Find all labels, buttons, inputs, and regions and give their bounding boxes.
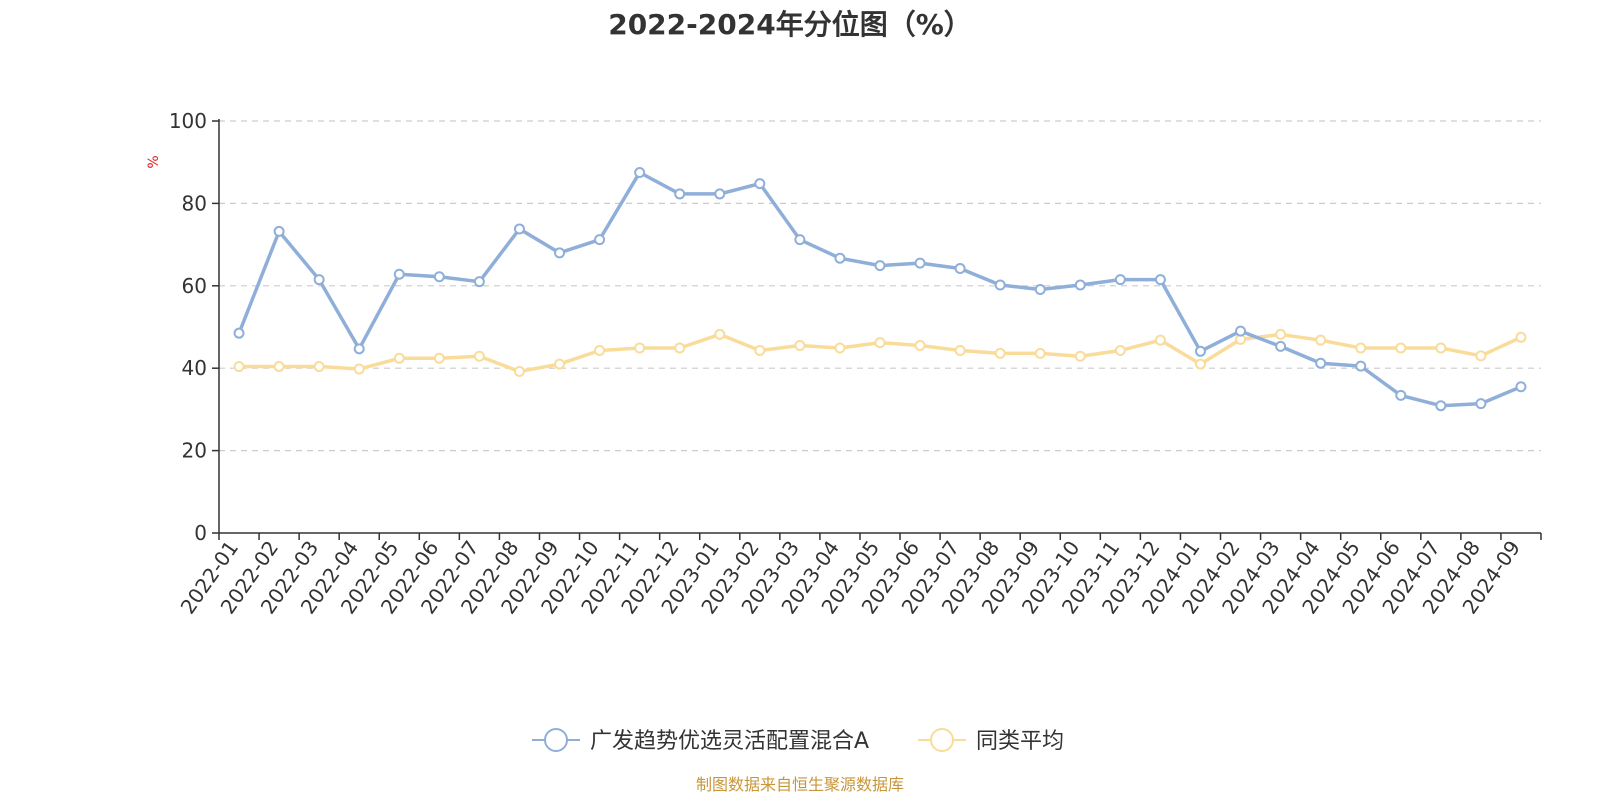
data-point[interactable] (714, 328, 726, 340)
data-point[interactable] (994, 347, 1006, 359)
grid-lines (219, 120, 1541, 452)
data-point[interactable] (1194, 358, 1206, 370)
y-tick-label: 60 (182, 274, 207, 298)
data-point[interactable] (513, 365, 525, 377)
data-point[interactable] (794, 234, 806, 246)
series-peer-average (233, 328, 1527, 377)
data-point[interactable] (834, 252, 846, 264)
data-point[interactable] (874, 260, 886, 272)
data-point[interactable] (594, 234, 606, 246)
data-point[interactable] (914, 257, 926, 269)
data-point[interactable] (273, 225, 285, 237)
data-point[interactable] (1475, 398, 1487, 410)
data-point[interactable] (994, 279, 1006, 291)
data-point[interactable] (874, 337, 886, 349)
data-point[interactable] (1235, 325, 1247, 337)
series-fund (233, 167, 1527, 412)
data-point[interactable] (634, 167, 646, 178)
data-point[interactable] (794, 340, 806, 352)
data-point[interactable] (1275, 340, 1287, 352)
y-tick-label: 0 (194, 521, 207, 545)
data-point[interactable] (1355, 342, 1367, 354)
data-point[interactable] (393, 352, 405, 364)
series-lines (233, 167, 1527, 412)
y-tick-label: 100 (169, 109, 207, 133)
data-point[interactable] (754, 178, 766, 190)
data-point[interactable] (954, 344, 966, 356)
data-point[interactable] (914, 340, 926, 352)
x-axis-ticks: 2022-012022-022022-032022-042022-052022-… (176, 533, 1542, 618)
data-point[interactable] (674, 342, 686, 354)
data-point[interactable] (313, 361, 325, 373)
data-point[interactable] (1074, 350, 1086, 362)
data-point[interactable] (473, 276, 485, 288)
data-point[interactable] (313, 274, 325, 286)
series-line-fund (237, 170, 1522, 408)
data-point[interactable] (554, 358, 566, 370)
data-point[interactable] (1154, 274, 1166, 286)
y-tick-label: 80 (182, 191, 207, 215)
data-point[interactable] (1395, 342, 1407, 354)
data-point[interactable] (1475, 350, 1487, 362)
y-axis-unit-label: % (146, 155, 162, 168)
data-point[interactable] (674, 188, 686, 200)
data-point[interactable] (1315, 334, 1327, 346)
data-point[interactable] (1395, 389, 1407, 401)
data-point[interactable] (393, 268, 405, 280)
data-point[interactable] (1275, 328, 1287, 340)
y-tick-label: 40 (182, 356, 207, 380)
data-point[interactable] (433, 271, 445, 283)
data-point[interactable] (513, 223, 525, 235)
data-point[interactable] (233, 361, 245, 373)
data-point[interactable] (353, 363, 365, 375)
legend[interactable]: 广发趋势优选灵活配置混合A 同类平均 (532, 728, 1064, 754)
data-point[interactable] (1074, 279, 1086, 291)
legend-item-fund[interactable]: 广发趋势优选灵活配置混合A (532, 728, 869, 754)
data-point[interactable] (1114, 344, 1126, 356)
axes (218, 119, 1541, 534)
legend-marker-peer-average (930, 728, 954, 752)
data-point[interactable] (954, 262, 966, 274)
data-point[interactable] (834, 342, 846, 354)
data-point[interactable] (1034, 284, 1046, 296)
legend-label-peer-average: 同类平均 (976, 729, 1064, 754)
data-point[interactable] (353, 343, 365, 355)
data-point[interactable] (1114, 274, 1126, 286)
data-point[interactable] (1154, 334, 1166, 346)
legend-item-peer-average[interactable]: 同类平均 (918, 728, 1064, 754)
data-point[interactable] (554, 247, 566, 259)
data-point[interactable] (1194, 345, 1206, 357)
data-point[interactable] (1435, 400, 1447, 412)
y-tick-label: 20 (182, 439, 207, 463)
y-axis-ticks: 0 20 40 60 80 100 (169, 109, 219, 545)
data-point[interactable] (714, 188, 726, 200)
legend-marker-fund (544, 728, 568, 752)
data-point[interactable] (1315, 357, 1327, 369)
legend-label-fund: 广发趋势优选灵活配置混合A (590, 729, 869, 754)
chart-title: 2022-2024年分位图（%） (608, 8, 972, 41)
data-point[interactable] (473, 350, 485, 362)
data-point[interactable] (1515, 381, 1527, 393)
data-point[interactable] (1355, 360, 1367, 372)
data-point[interactable] (433, 352, 445, 364)
data-point[interactable] (233, 327, 245, 339)
data-point[interactable] (273, 361, 285, 373)
source-label: 制图数据来自恒生聚源数据库 (696, 775, 904, 794)
data-point[interactable] (1515, 331, 1527, 343)
data-point[interactable] (634, 342, 646, 354)
data-point[interactable] (754, 344, 766, 356)
data-point[interactable] (594, 344, 606, 356)
data-point[interactable] (1435, 342, 1447, 354)
data-point[interactable] (1034, 347, 1046, 359)
